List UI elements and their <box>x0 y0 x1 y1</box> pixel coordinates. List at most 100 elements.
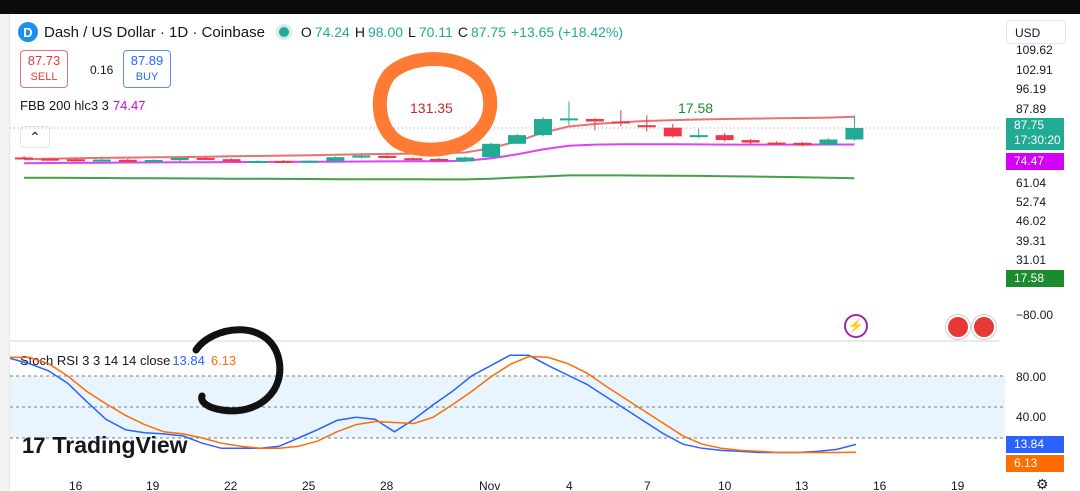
candle <box>689 128 708 139</box>
open-value: 74.24 <box>314 24 350 40</box>
high-value: 98.00 <box>367 24 404 40</box>
stoch-band <box>10 376 1005 438</box>
candle <box>559 101 578 126</box>
price-tick: −80.00 <box>1016 308 1054 322</box>
price-tick: 61.04 <box>1016 176 1047 190</box>
fbb-price-tag: 74.47 <box>1006 153 1064 170</box>
currency-selector[interactable]: USD <box>1006 20 1066 44</box>
candle <box>508 133 527 145</box>
candle <box>326 156 345 162</box>
candle-body <box>637 125 656 128</box>
symbol-header: D Dash / US Dollar · 1D · Coinbase O 74.2… <box>18 21 623 43</box>
last-price-value: 87.75 <box>1014 118 1045 132</box>
candle-body <box>170 157 189 161</box>
candle <box>118 158 137 162</box>
buy-price: 87.89 <box>130 53 164 68</box>
lightning-icon[interactable]: ⚡ <box>844 314 868 338</box>
candle-body <box>92 159 111 162</box>
date-tick: 7 <box>644 479 651 491</box>
stoch-d-tag: 6.13 <box>1006 455 1064 472</box>
candle <box>92 158 111 162</box>
candle-body <box>767 142 786 145</box>
candle <box>430 157 449 162</box>
left-toolbar[interactable] <box>0 14 10 491</box>
candle <box>300 160 319 163</box>
candle-body <box>482 143 501 158</box>
close-value: 87.75 <box>470 24 506 40</box>
candle <box>248 160 267 163</box>
black-annotation-scribble <box>192 326 284 415</box>
candle <box>611 110 630 127</box>
orange-annotation-circle <box>372 52 498 157</box>
stoch-rsi-legend[interactable]: Stoch RSI 3 3 14 14 close 13.84 6.13 <box>20 353 236 368</box>
symbol-title[interactable]: Dash / US Dollar · 1D · Coinbase <box>44 23 265 41</box>
candle-body <box>222 159 241 162</box>
bar-countdown: 17:30:20 <box>1014 133 1061 147</box>
candle <box>196 156 215 160</box>
price-tick: 102.91 <box>1016 63 1053 77</box>
fbb-value: 74.47 <box>112 98 146 113</box>
candle-body <box>352 155 371 158</box>
date-tick: 13 <box>795 479 809 491</box>
tradingview-logo[interactable]: 17 TradingView <box>22 432 188 459</box>
sell-price: 87.73 <box>27 53 61 68</box>
candle-body <box>689 135 708 138</box>
candle <box>170 157 189 162</box>
sell-label: SELL <box>30 71 58 83</box>
chevron-up-icon: ⌃ <box>29 129 41 145</box>
green-value-label: 17.58 <box>678 100 714 116</box>
open-label: O <box>300 24 312 40</box>
stoch-d-line <box>10 355 857 454</box>
candle-body <box>404 158 423 161</box>
top-bar <box>0 0 1080 14</box>
candle-body <box>274 160 293 163</box>
last-price-tag: 87.75 17:30:20 <box>1006 118 1064 150</box>
candle <box>845 115 864 141</box>
candle-body <box>430 158 449 161</box>
candle <box>66 158 85 162</box>
fbb-label: FBB 200 hlc3 3 <box>20 98 109 113</box>
candle-body <box>715 135 734 141</box>
candle <box>585 117 604 131</box>
stoch-d-value: 6.13 <box>210 353 237 368</box>
candle <box>767 141 786 146</box>
green-price-tag: 17.58 <box>1006 270 1064 287</box>
stoch-rsi-chart[interactable] <box>10 343 1005 475</box>
candle-body <box>611 121 630 124</box>
ohlc-values: O 74.24 H 98.00 L 70.11 C 87.75 +13.65 (+18.… <box>301 24 623 40</box>
date-tick: 4 <box>566 479 573 491</box>
candle-body <box>508 135 527 144</box>
candle-body <box>300 160 319 163</box>
candle <box>819 138 838 146</box>
price-tick: 109.62 <box>1016 43 1053 57</box>
price-chart[interactable] <box>10 44 1000 342</box>
candle-body <box>248 160 267 163</box>
candle-body <box>663 127 682 137</box>
high-label: H <box>354 24 365 40</box>
buy-label: BUY <box>135 71 159 83</box>
date-tick: 25 <box>302 479 316 491</box>
price-tick: 39.31 <box>1016 234 1047 248</box>
date-tick: 16 <box>69 479 83 491</box>
candle-body <box>66 159 85 162</box>
buy-button[interactable]: 87.89 BUY <box>123 50 171 88</box>
gear-icon[interactable]: ⚙ <box>1036 476 1049 491</box>
candle <box>456 156 475 162</box>
candle-body <box>559 118 578 121</box>
circled-value-text: 131.35 <box>410 100 453 116</box>
candle-body <box>585 119 604 122</box>
candle-body <box>40 158 59 161</box>
price-tick: 31.01 <box>1016 253 1047 267</box>
sell-button[interactable]: 87.73 SELL <box>20 50 68 88</box>
us-flag-icon[interactable] <box>946 315 970 339</box>
date-tick: Nov <box>479 479 501 491</box>
fbb-indicator-legend[interactable]: FBB 200 hlc3 3 74.47 <box>20 98 145 113</box>
candle <box>15 155 33 160</box>
candle <box>222 158 241 162</box>
candle-body <box>144 159 163 162</box>
collapse-legend-button[interactable]: ⌃ <box>20 126 50 148</box>
date-tick: 19 <box>146 479 160 491</box>
us-flag-icon-2[interactable] <box>972 315 996 339</box>
stoch-tick: 40.00 <box>1016 410 1047 424</box>
stoch-k-line <box>10 354 857 454</box>
